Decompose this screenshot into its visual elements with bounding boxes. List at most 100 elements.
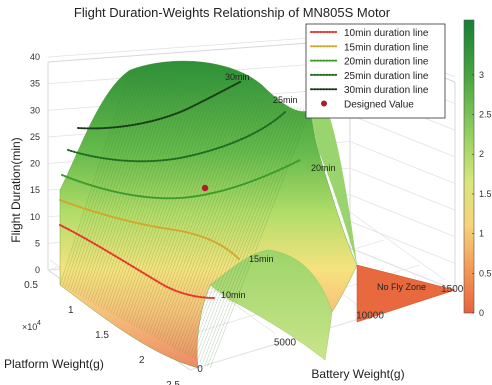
mesh-line bbox=[156, 95, 247, 339]
legend-label: 10min duration line bbox=[344, 28, 429, 39]
colorbar-tick-label: 0 bbox=[479, 308, 484, 318]
z-tick-label: 30 bbox=[30, 105, 40, 115]
chart-title: Flight Duration-Weights Relationship of … bbox=[74, 5, 391, 20]
z-tick-label: 5 bbox=[35, 238, 40, 248]
y-tick-label: 0.5 bbox=[24, 280, 38, 291]
y-axis-label: Platform Weight(g) bbox=[4, 357, 104, 371]
mesh-line bbox=[75, 74, 149, 294]
mesh-line bbox=[179, 101, 274, 352]
mesh-line bbox=[72, 73, 146, 293]
mesh-line bbox=[141, 91, 228, 331]
mesh-line bbox=[85, 76, 161, 300]
mesh-line bbox=[70, 72, 143, 291]
mesh-line bbox=[153, 95, 244, 338]
mesh-line bbox=[59, 69, 131, 286]
mesh-line bbox=[100, 80, 179, 308]
colorbar-tick-label: 1.5 bbox=[479, 189, 492, 199]
mesh-line bbox=[197, 106, 295, 362]
mesh-line bbox=[194, 105, 292, 360]
mesh-line bbox=[64, 71, 137, 288]
z-gridline bbox=[47, 34, 351, 58]
y-tick-label: 1 bbox=[68, 305, 74, 316]
mesh-line bbox=[192, 105, 289, 359]
z-tick-label: 0 bbox=[35, 265, 40, 275]
mesh-line bbox=[158, 96, 250, 340]
no-fly-zone: No Fly Zone bbox=[356, 264, 456, 323]
z-axis-ticks: 0 5 10 15 20 25 30 35 40 bbox=[30, 52, 40, 275]
colorbar-tick-label: 1 bbox=[479, 229, 484, 239]
mesh-line bbox=[146, 92, 234, 333]
contour-label-10min: 10min bbox=[221, 290, 246, 300]
z-tick-label: 35 bbox=[30, 79, 40, 89]
mesh-line bbox=[209, 109, 311, 369]
z-tick-label: 15 bbox=[30, 185, 40, 195]
mesh-line bbox=[186, 103, 283, 356]
y-axis-exponent: ×10 4 bbox=[22, 320, 41, 332]
mesh-line bbox=[151, 94, 240, 336]
mesh-line bbox=[143, 92, 231, 332]
mesh-line bbox=[110, 83, 192, 314]
y-tick-label: 2 bbox=[139, 355, 145, 366]
z-gridline bbox=[349, 221, 456, 264]
colorbar-ticks: 0 0.5 1 1.5 2 2.5 3 bbox=[472, 70, 492, 318]
legend-label: 15min duration line bbox=[344, 42, 429, 53]
mesh-line bbox=[125, 87, 210, 322]
mesh-line bbox=[166, 98, 259, 345]
z-gridline bbox=[349, 167, 456, 211]
colorbar-bar bbox=[463, 19, 475, 314]
x-axis-ticks: 0 5000 10000 15000 bbox=[197, 284, 469, 375]
mesh-line bbox=[136, 90, 222, 328]
mesh-line bbox=[115, 84, 198, 317]
mesh-line bbox=[95, 79, 173, 305]
legend-label: Designed Value bbox=[344, 100, 414, 111]
contour-15min bbox=[59, 199, 241, 261]
contour-30min bbox=[77, 81, 241, 130]
y-tick-label: 1.5 bbox=[95, 330, 109, 341]
mesh-line bbox=[128, 88, 213, 324]
contour-label-25min: 25min bbox=[273, 95, 298, 105]
legend-label: 20min duration line bbox=[344, 57, 429, 68]
legend-label: 25min duration line bbox=[344, 71, 429, 82]
mesh-line bbox=[118, 85, 201, 318]
duration-contours bbox=[59, 81, 301, 299]
mesh-line bbox=[204, 108, 305, 366]
mesh-line bbox=[184, 103, 280, 354]
contour-label-20min: 20min bbox=[311, 163, 336, 173]
z-tick-label: 20 bbox=[30, 159, 40, 169]
mesh-line bbox=[62, 70, 134, 287]
mesh-line bbox=[138, 90, 225, 329]
mesh-line bbox=[189, 104, 286, 357]
colorbar-tick-label: 2.5 bbox=[479, 110, 492, 120]
contour-label-30min: 30min bbox=[225, 72, 250, 82]
x-tick-label: 10000 bbox=[356, 311, 384, 322]
mesh-line bbox=[113, 84, 195, 315]
x-tick-label: 0 bbox=[197, 364, 203, 375]
colorbar-tick-label: 3 bbox=[479, 70, 484, 80]
contour-20min bbox=[61, 159, 301, 200]
mesh-line bbox=[120, 86, 204, 319]
mesh-line bbox=[133, 89, 219, 326]
legend-marker bbox=[321, 100, 327, 107]
mesh-line bbox=[199, 107, 298, 363]
legend: 10min duration line 15min duration line 20… bbox=[305, 23, 446, 119]
y-tick-label: 2.5 bbox=[166, 380, 180, 385]
mesh-line bbox=[77, 74, 152, 295]
z-gridline bbox=[349, 141, 456, 184]
z-gridline bbox=[349, 247, 456, 291]
mesh-line bbox=[90, 78, 167, 302]
mesh-line bbox=[123, 86, 207, 321]
z-gridline bbox=[349, 194, 456, 238]
mesh-line bbox=[148, 93, 237, 335]
z-tick-label: 10 bbox=[30, 212, 40, 222]
mesh-line bbox=[67, 71, 140, 290]
mesh-line bbox=[80, 75, 155, 297]
contour-label-15min: 15min bbox=[249, 254, 274, 264]
z-tick-label: 25 bbox=[30, 132, 40, 142]
colorbar-tick-label: 2 bbox=[479, 149, 484, 159]
colorbar: 0 0.5 1 1.5 2 2.5 3 bbox=[463, 19, 492, 318]
mesh-line bbox=[171, 99, 265, 347]
x-tick-label: 15000 bbox=[441, 284, 469, 295]
y-axis-ticks: 0.5 1 1.5 2 2.5 bbox=[24, 280, 180, 385]
mesh-line bbox=[161, 97, 253, 342]
